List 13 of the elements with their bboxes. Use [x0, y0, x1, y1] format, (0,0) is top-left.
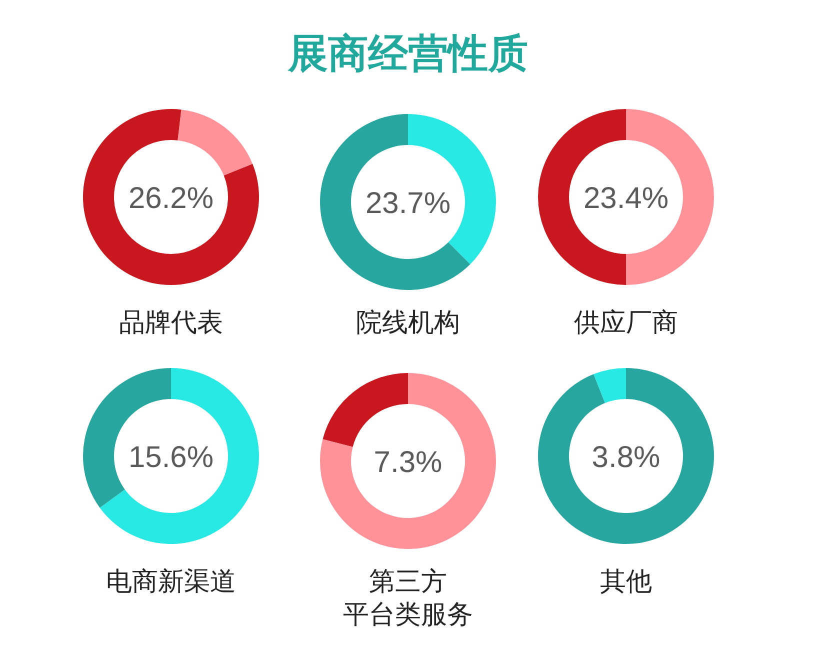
chart-title: 展商经营性质 — [287, 32, 528, 76]
text: 其他 — [600, 566, 652, 596]
text: 7.3% — [374, 446, 442, 479]
text: 15.6% — [128, 441, 214, 474]
text: 供应厂商 — [574, 307, 678, 337]
text: 23.7% — [365, 187, 451, 220]
text: 23.4% — [583, 182, 669, 215]
text: 电商新渠道 — [106, 566, 236, 596]
text: 第三方平台类服务 — [343, 566, 473, 629]
text: 品牌代表 — [119, 307, 223, 337]
text: 3.8% — [592, 441, 660, 474]
text: 院线机构 — [356, 307, 460, 337]
text: 26.2% — [128, 182, 214, 215]
